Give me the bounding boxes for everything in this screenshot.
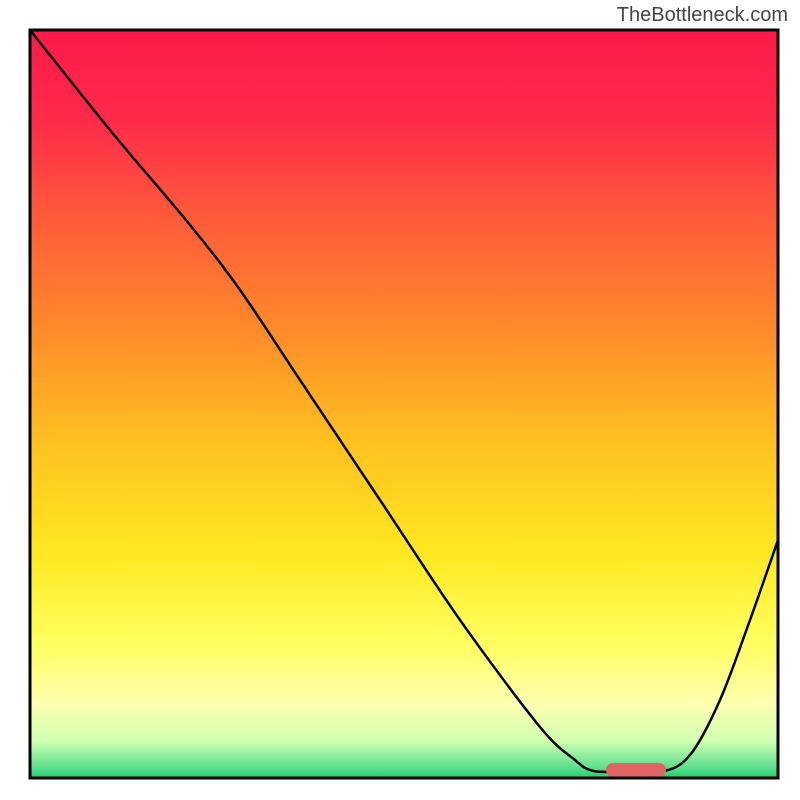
bottleneck-chart bbox=[0, 0, 800, 800]
watermark-text: TheBottleneck.com bbox=[617, 4, 788, 27]
optimal-marker bbox=[606, 763, 666, 777]
chart-container: TheBottleneck.com bbox=[0, 0, 800, 800]
plot-background bbox=[30, 30, 778, 778]
